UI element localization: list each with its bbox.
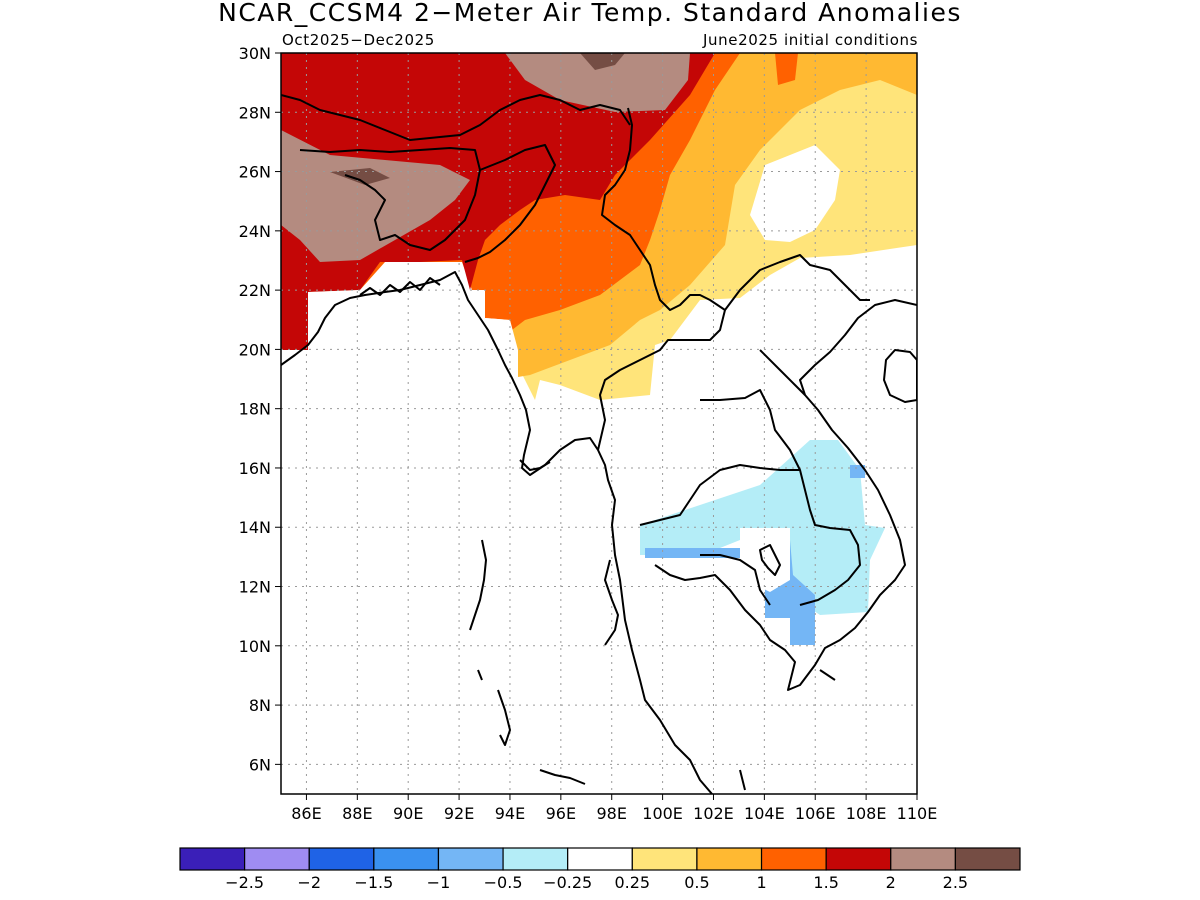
colorbar-label: −0.5 bbox=[484, 873, 523, 892]
x-axis-ticks: 86E 88E 90E 92E 94E 96E 98E 100E 102E 104E 106E 108… bbox=[291, 794, 937, 823]
coastline-india-bangladesh bbox=[281, 271, 713, 794]
anomaly-region-near-zero-east bbox=[750, 145, 840, 242]
coastline-ganges-delta bbox=[359, 277, 551, 471]
x-tick-label: 88E bbox=[342, 804, 372, 823]
colorbar-swatch bbox=[373, 847, 440, 871]
coastline-andaman-islands bbox=[469, 539, 511, 746]
y-tick-label: 12N bbox=[239, 578, 271, 597]
anomaly-region-minus-0.5-to-minus-1 bbox=[645, 465, 865, 645]
colorbar-label: 2.5 bbox=[943, 873, 968, 892]
x-tick-label: 104E bbox=[744, 804, 785, 823]
y-tick-label: 22N bbox=[239, 281, 271, 300]
map-frame bbox=[280, 52, 918, 795]
x-tick-label: 106E bbox=[795, 804, 836, 823]
colorbar-swatch bbox=[825, 847, 892, 871]
x-tick-label: 94E bbox=[495, 804, 525, 823]
x-tick-label: 110E bbox=[897, 804, 938, 823]
y-tick-label: 28N bbox=[239, 103, 271, 122]
anomaly-region-1.5-to-2-northeast-patch bbox=[775, 53, 798, 85]
anomaly-shading bbox=[281, 53, 917, 794]
colorbar-label: 1 bbox=[756, 873, 766, 892]
colorbar-label: −2.5 bbox=[225, 873, 264, 892]
anomaly-region-above-2.5-west bbox=[281, 130, 470, 262]
colorbar-label: −2 bbox=[297, 873, 321, 892]
no-data-bay-of-bengal bbox=[281, 262, 530, 794]
colorbar-label: −1 bbox=[427, 873, 451, 892]
colorbar-swatch bbox=[696, 847, 763, 871]
y-tick-label: 30N bbox=[239, 44, 271, 63]
y-tick-label: 8N bbox=[249, 696, 271, 715]
colorbar-swatch bbox=[437, 847, 504, 871]
y-tick-label: 6N bbox=[249, 755, 271, 774]
colorbar-label: 0.25 bbox=[614, 873, 650, 892]
border-thailand-cambodia bbox=[639, 464, 800, 606]
colorbar-swatch bbox=[502, 847, 569, 871]
colorbar-swatch bbox=[631, 847, 698, 871]
x-tick-label: 108E bbox=[846, 804, 887, 823]
chart-title: NCAR_CCSM4 2−Meter Air Temp. Standard An… bbox=[218, 0, 962, 27]
map-grid bbox=[281, 53, 917, 794]
y-tick-label: 16N bbox=[239, 459, 271, 478]
colorbar: −2.5 −2 −1.5 −1 −0.5 −0.25 0.25 0.5 1 1.5 2 2.5 bbox=[179, 847, 1021, 892]
coastline-mergui-archipelago bbox=[604, 559, 746, 791]
y-tick-label: 10N bbox=[239, 637, 271, 656]
anomaly-region-minus-0.25-to-minus-0.5 bbox=[640, 440, 885, 615]
anomaly-region-2-to-2.5 bbox=[281, 53, 715, 350]
colorbar-swatch bbox=[244, 847, 310, 871]
border-laos-vietnam bbox=[700, 254, 870, 606]
coastline-gulf-of-thailand bbox=[654, 299, 917, 691]
chart-subtitle-initial-conditions: June2025 initial conditions bbox=[702, 31, 918, 49]
chart-subtitle-period: Oct2025−Dec2025 bbox=[282, 31, 435, 49]
coastline-tonle-sap bbox=[759, 544, 781, 576]
coastlines-and-borders bbox=[281, 94, 917, 794]
x-tick-label: 92E bbox=[444, 804, 474, 823]
border-himalaya bbox=[281, 94, 631, 263]
colorbar-swatch bbox=[308, 847, 375, 871]
coastline-hainan bbox=[883, 349, 917, 403]
coastline-southern-vietnam bbox=[539, 669, 836, 785]
x-tick-label: 86E bbox=[291, 804, 321, 823]
colorbar-label: −0.25 bbox=[543, 873, 592, 892]
y-tick-label: 14N bbox=[239, 518, 271, 537]
y-axis-ticks: 30N 28N 26N 24N 22N 20N 18N 16N 14N 12N 10N 8N 6N bbox=[239, 44, 281, 774]
anomaly-region-1-to-1.5 bbox=[500, 53, 917, 378]
colorbar-label: 0.5 bbox=[684, 873, 709, 892]
colorbar-swatch bbox=[954, 847, 1021, 871]
map-plot-area bbox=[281, 53, 917, 794]
anomaly-region-1-to-1.5-east-patch bbox=[855, 60, 880, 80]
y-tick-label: 20N bbox=[239, 340, 271, 359]
x-tick-label: 100E bbox=[642, 804, 683, 823]
border-myanmar-thailand bbox=[597, 107, 726, 451]
x-tick-label: 98E bbox=[596, 804, 626, 823]
x-tick-label: 96E bbox=[546, 804, 576, 823]
y-tick-label: 26N bbox=[239, 163, 271, 182]
colorbar-label: 2 bbox=[886, 873, 896, 892]
y-tick-label: 24N bbox=[239, 222, 271, 241]
anomaly-region-near-zero-central bbox=[740, 528, 790, 592]
colorbar-label: −1.5 bbox=[354, 873, 393, 892]
colorbar-swatch bbox=[567, 847, 633, 871]
anomaly-region-above-2.5-north bbox=[505, 53, 690, 112]
colorbar-swatch bbox=[890, 847, 956, 871]
x-tick-label: 90E bbox=[393, 804, 423, 823]
colorbar-swatch bbox=[179, 847, 246, 871]
x-tick-label: 102E bbox=[693, 804, 734, 823]
y-tick-label: 18N bbox=[239, 400, 271, 419]
colorbar-label: 1.5 bbox=[813, 873, 838, 892]
colorbar-swatch bbox=[760, 847, 827, 871]
